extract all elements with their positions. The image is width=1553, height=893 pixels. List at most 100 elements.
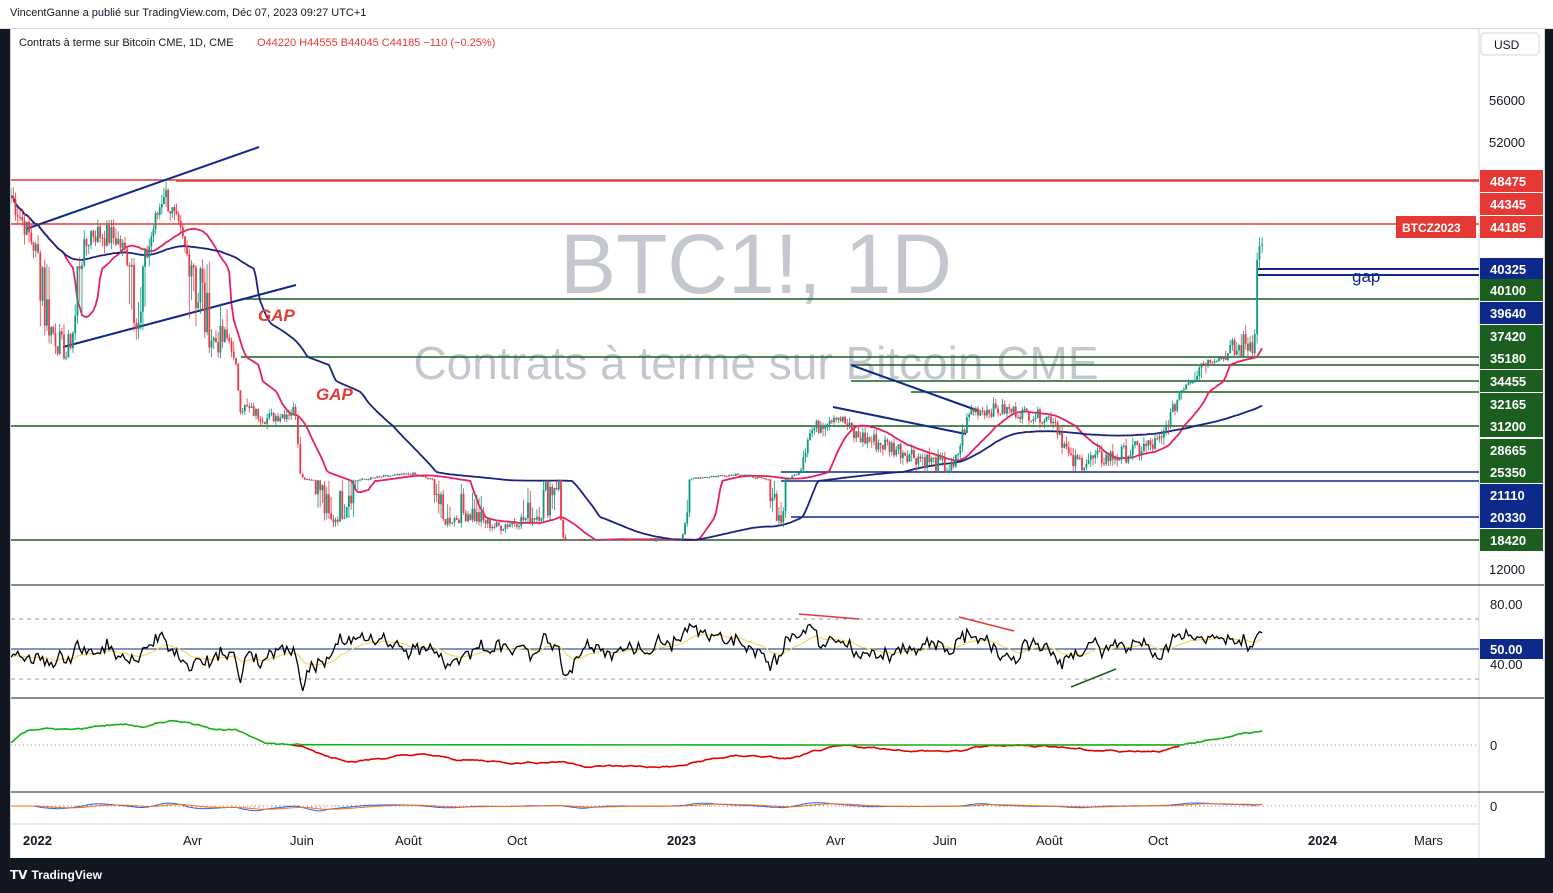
candle-body: [619, 539, 622, 541]
candle-body: [21, 216, 24, 221]
candle-body: [756, 477, 759, 479]
candle-body: [706, 477, 709, 479]
rsi-divergence-3: [1070, 668, 1117, 688]
currency-button[interactable]: [1480, 32, 1540, 56]
candle-body: [690, 478, 693, 480]
candle-body: [857, 431, 860, 438]
candle-body: [970, 408, 973, 415]
chart-area[interactable]: BTC1!, 1D Contrats à terme sur Bitcoin C…: [10, 28, 1545, 859]
macd-histogram-bar: [275, 804, 277, 807]
macd-histogram-bar: [271, 805, 273, 807]
candle-body: [317, 480, 319, 495]
candle-body: [1087, 460, 1090, 464]
macd-histogram-bar: [311, 806, 313, 809]
candle-body: [659, 539, 662, 541]
candle-body: [693, 477, 695, 479]
candle-body: [1198, 367, 1201, 376]
candle-body: [384, 475, 387, 477]
candle-body: [983, 411, 986, 416]
candle-body: [963, 429, 966, 434]
candle-body: [414, 472, 416, 475]
candle-body: [988, 409, 991, 414]
candle-body: [210, 340, 213, 348]
candle-body: [773, 493, 776, 498]
candle-body: [1229, 345, 1232, 354]
candle-body: [928, 454, 931, 463]
candle-body: [915, 458, 918, 465]
candle-body: [175, 210, 178, 215]
candle-body: [1118, 458, 1121, 461]
price-label-bg: [1480, 439, 1543, 461]
candle-body: [551, 486, 554, 496]
macd-histogram-bar: [293, 804, 295, 807]
price-label-text: 39640: [1490, 306, 1526, 321]
candle-body: [471, 508, 474, 520]
macd-histogram-bar: [195, 806, 197, 809]
macd-histogram-bar: [1262, 805, 1264, 807]
candle-body: [268, 413, 271, 419]
candle-body: [939, 455, 942, 460]
candle-body: [910, 449, 913, 455]
rsi-tick-label: 80.00: [1490, 597, 1523, 612]
candle-body: [841, 416, 844, 422]
price-label-bg: [1480, 193, 1543, 215]
macd-histogram-bar: [1203, 805, 1205, 807]
candle-body: [615, 539, 618, 541]
chart-svg[interactable]: BTC1!, 1D Contrats à terme sur Bitcoin C…: [10, 29, 1544, 858]
candle-body: [979, 410, 982, 416]
candle-body: [72, 333, 74, 349]
macd-histogram-bar: [249, 806, 251, 809]
candle-body: [1074, 455, 1077, 467]
candle-body: [739, 474, 742, 476]
y-tick-label: 56000: [1489, 93, 1525, 108]
osc-negative-line: [291, 744, 1180, 769]
candle-body: [661, 539, 664, 541]
candle-body: [538, 516, 541, 521]
candle-body: [633, 539, 635, 541]
macd-histogram-bar: [456, 806, 458, 807]
candle-body: [954, 454, 957, 467]
macd-histogram-bar: [700, 804, 702, 807]
macd-histogram-bar: [328, 806, 330, 807]
candle-body: [584, 539, 587, 541]
candle-body: [133, 264, 135, 324]
candle-body: [573, 539, 576, 541]
candle-body: [557, 480, 560, 490]
candle-body: [994, 403, 997, 409]
candle-body: [1076, 455, 1079, 459]
price-label-bg: [1480, 393, 1543, 415]
candle-body: [673, 539, 675, 541]
candle-body: [1185, 384, 1188, 390]
candle-body: [223, 329, 226, 342]
price-label-text: 31200: [1490, 419, 1526, 434]
flag-upper: [850, 364, 980, 412]
macd-histogram-bar: [986, 805, 988, 807]
macd-histogram-bar: [333, 805, 335, 807]
candle-body: [332, 519, 335, 523]
macd-histogram-bar: [157, 804, 159, 807]
macd-histogram-bar: [320, 806, 322, 809]
candle-body: [10, 195, 12, 197]
candle-body: [248, 406, 251, 408]
macd-histogram-bar: [200, 806, 202, 809]
x-tick-label: Août: [395, 833, 422, 848]
candle-body: [1105, 454, 1108, 464]
candle-body: [981, 410, 984, 412]
macd-histogram-bar: [403, 805, 405, 807]
candle-body: [144, 250, 146, 267]
candle-body: [1008, 407, 1011, 409]
candle-body: [743, 474, 746, 476]
candle-body: [943, 458, 946, 472]
candle-body: [407, 473, 410, 475]
macd-histogram-bar: [1017, 806, 1019, 808]
candle-body: [1078, 457, 1081, 459]
candle-body: [1098, 450, 1101, 452]
candle-body: [549, 486, 551, 516]
candle-body: [575, 539, 578, 541]
candle-body: [382, 475, 385, 477]
candle-body: [416, 474, 419, 476]
candle-body: [74, 315, 77, 334]
tradingview-logo[interactable]: 𝗧𝗩 TradingView: [10, 868, 102, 882]
candle-body: [163, 197, 165, 205]
